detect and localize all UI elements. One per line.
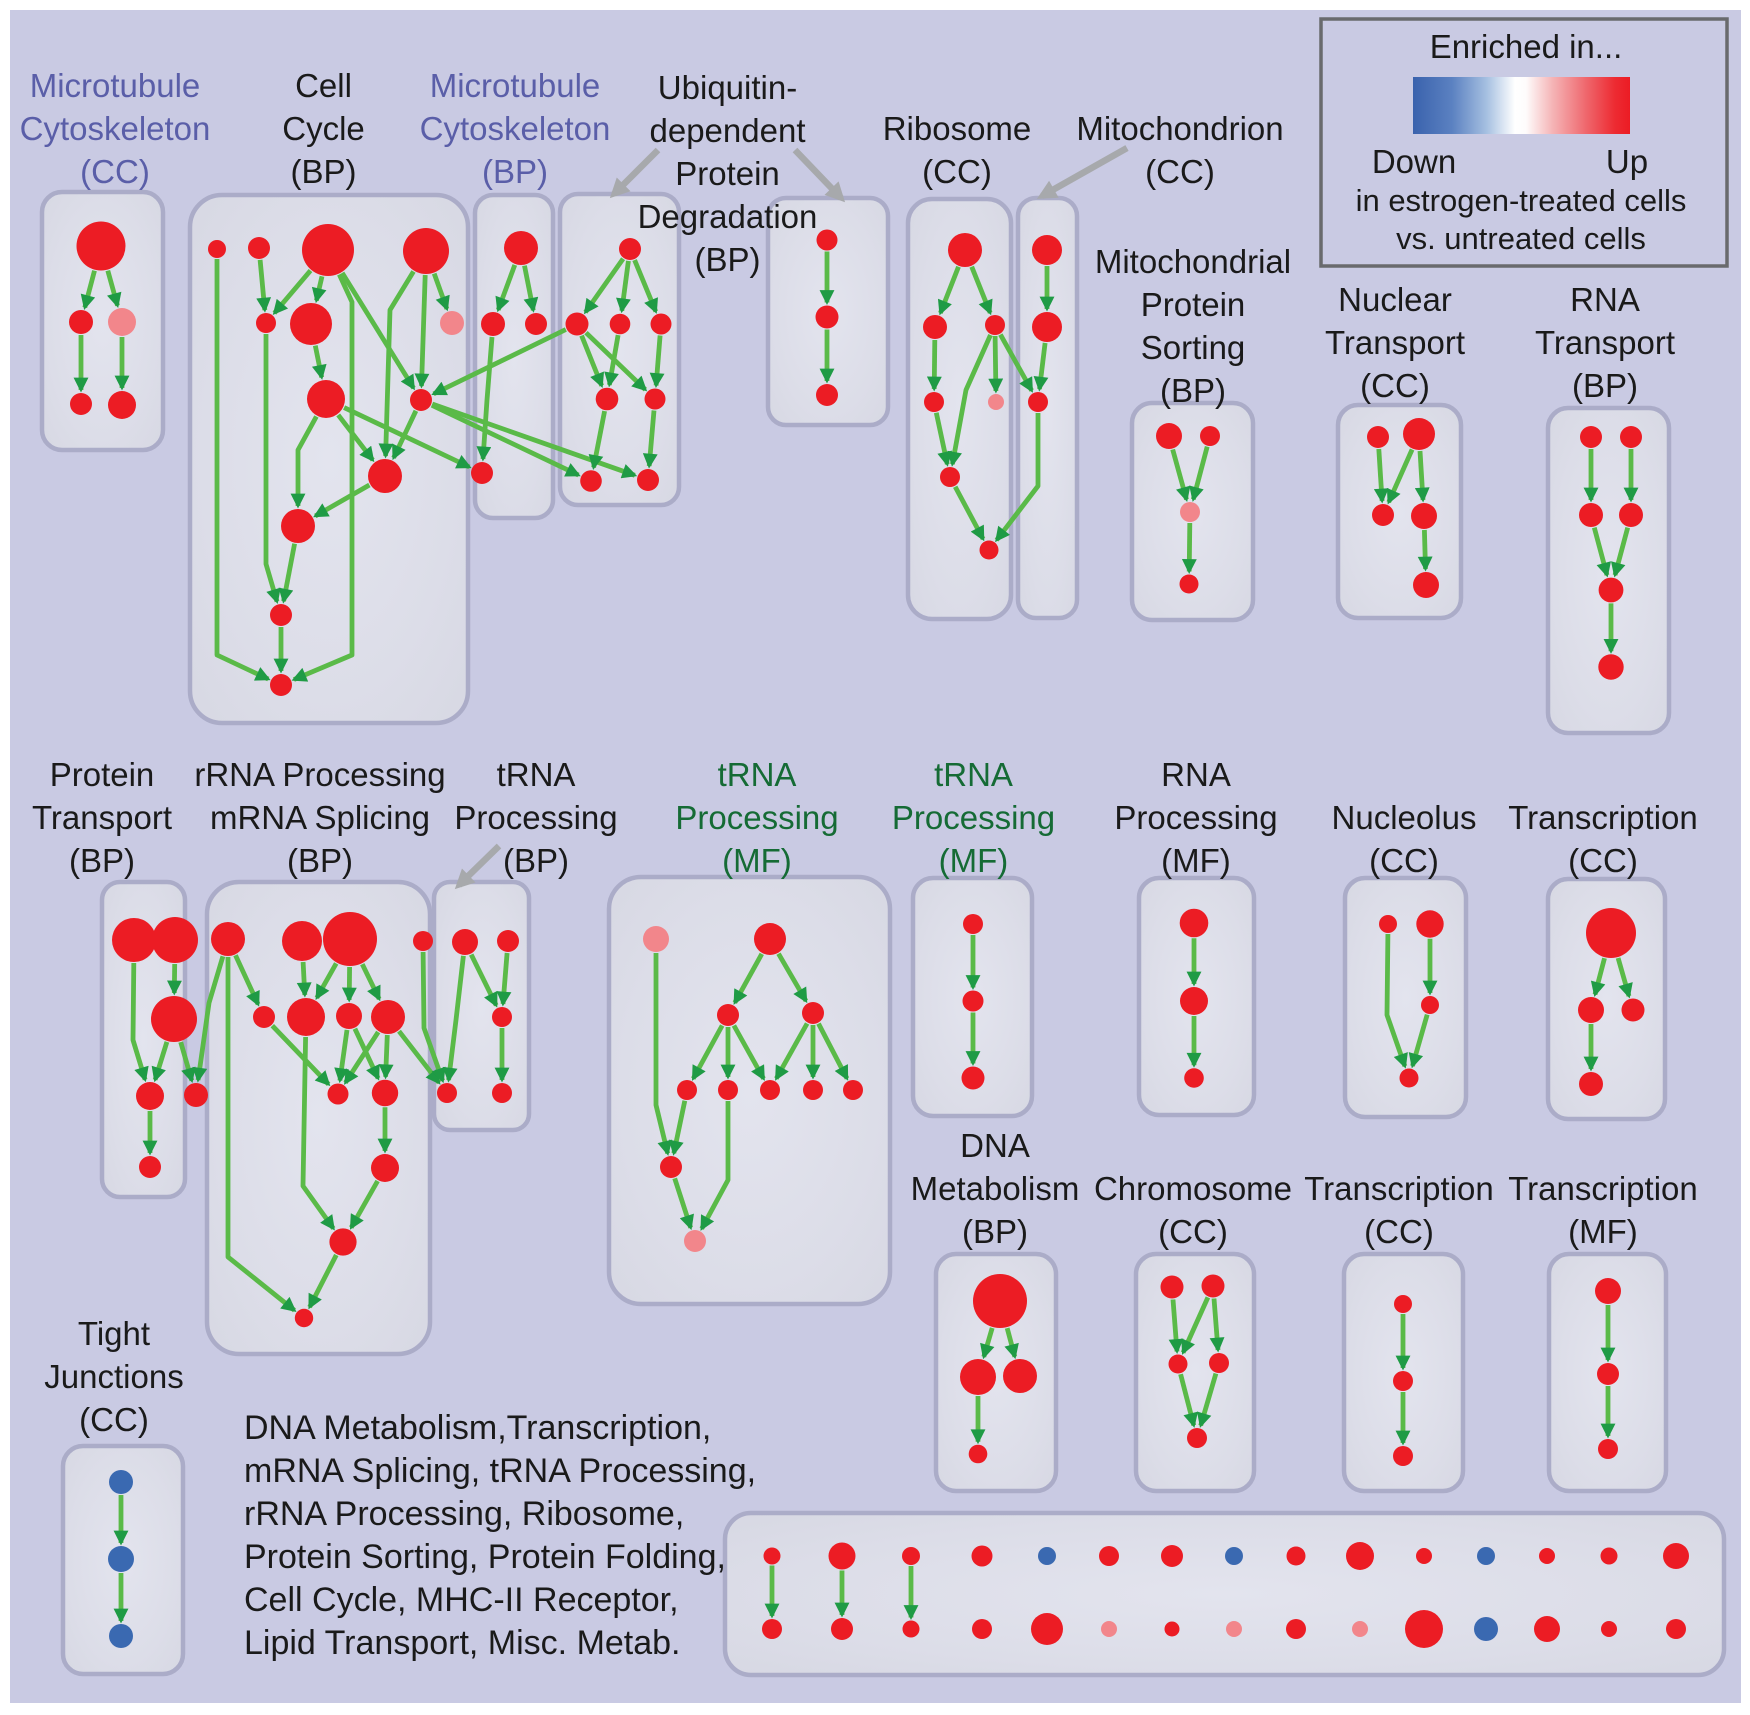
svg-text:Cell: Cell [295,67,352,104]
svg-text:(CC): (CC) [1158,1213,1228,1250]
svg-text:vs. untreated cells: vs. untreated cells [1396,221,1646,256]
svg-text:Chromosome: Chromosome [1094,1170,1292,1207]
svg-text:(BP): (BP) [291,153,357,190]
svg-text:DNA: DNA [960,1127,1030,1164]
svg-text:in estrogen-treated cells: in estrogen-treated cells [1356,183,1687,218]
svg-text:Protein: Protein [50,756,155,793]
svg-text:Nucleolus: Nucleolus [1332,799,1477,836]
svg-text:(CC): (CC) [1568,842,1638,879]
svg-text:Ubiquitin-: Ubiquitin- [658,69,797,106]
svg-text:Nuclear: Nuclear [1338,281,1452,318]
svg-text:(CC): (CC) [80,153,150,190]
svg-text:Tight: Tight [78,1315,150,1352]
svg-text:Metabolism: Metabolism [911,1170,1080,1207]
svg-text:(MF): (MF) [1161,842,1231,879]
svg-text:Transcription: Transcription [1508,799,1698,836]
svg-text:RNA: RNA [1161,756,1231,793]
svg-text:Lipid Transport, Misc. Metab.: Lipid Transport, Misc. Metab. [244,1624,681,1662]
svg-text:(CC): (CC) [79,1401,149,1438]
svg-text:Cell Cycle, MHC-II Receptor,: Cell Cycle, MHC-II Receptor, [244,1581,679,1619]
svg-text:(MF): (MF) [939,842,1009,879]
svg-text:(BP): (BP) [69,842,135,879]
svg-text:(CC): (CC) [1369,842,1439,879]
svg-text:Cytoskeleton: Cytoskeleton [20,110,211,147]
svg-text:Microtubule: Microtubule [30,67,201,104]
svg-text:(BP): (BP) [1572,367,1638,404]
svg-text:tRNA: tRNA [718,756,797,793]
svg-text:(CC): (CC) [1145,153,1215,190]
svg-text:mRNA Splicing: mRNA Splicing [210,799,430,836]
svg-text:Microtubule: Microtubule [430,67,601,104]
svg-text:mRNA Splicing, tRNA Processing: mRNA Splicing, tRNA Processing, [244,1452,756,1490]
svg-text:Processing: Processing [1114,799,1277,836]
svg-text:Transcription: Transcription [1304,1170,1494,1207]
svg-text:Transcription: Transcription [1508,1170,1698,1207]
svg-text:rRNA Processing, Ribosome,: rRNA Processing, Ribosome, [244,1495,684,1533]
svg-text:Mitochondrion: Mitochondrion [1076,110,1283,147]
svg-text:(MF): (MF) [722,842,792,879]
svg-text:rRNA Processing: rRNA Processing [194,756,445,793]
svg-text:tRNA: tRNA [934,756,1013,793]
svg-text:Enriched in...: Enriched in... [1430,28,1623,65]
svg-text:Protein Sorting, Protein Foldi: Protein Sorting, Protein Folding, [244,1538,726,1576]
svg-text:Up: Up [1606,143,1648,180]
svg-text:Transport: Transport [1325,324,1465,361]
svg-text:(CC): (CC) [1360,367,1430,404]
svg-text:RNA: RNA [1570,281,1640,318]
svg-text:(CC): (CC) [1364,1213,1434,1250]
svg-text:Processing: Processing [454,799,617,836]
svg-text:Transport: Transport [1535,324,1675,361]
svg-text:(BP): (BP) [482,153,548,190]
svg-text:Processing: Processing [675,799,838,836]
svg-text:(BP): (BP) [695,241,761,278]
svg-text:Ribosome: Ribosome [883,110,1032,147]
svg-text:(CC): (CC) [922,153,992,190]
svg-text:Processing: Processing [892,799,1055,836]
svg-text:Down: Down [1372,143,1456,180]
svg-text:Degradation: Degradation [638,198,818,235]
svg-text:Sorting: Sorting [1141,329,1246,366]
svg-text:(BP): (BP) [287,842,353,879]
svg-text:(BP): (BP) [503,842,569,879]
svg-text:DNA Metabolism,Transcription,: DNA Metabolism,Transcription, [244,1409,711,1447]
svg-text:Junctions: Junctions [44,1358,183,1395]
svg-text:dependent: dependent [650,112,806,149]
svg-text:Cytoskeleton: Cytoskeleton [420,110,611,147]
svg-text:tRNA: tRNA [497,756,576,793]
svg-text:Protein: Protein [675,155,780,192]
svg-text:(BP): (BP) [962,1213,1028,1250]
svg-text:(MF): (MF) [1568,1213,1638,1250]
svg-text:Protein: Protein [1141,286,1246,323]
svg-text:Mitochondrial: Mitochondrial [1095,243,1291,280]
svg-text:(BP): (BP) [1160,372,1226,409]
svg-text:Transport: Transport [32,799,172,836]
svg-text:Cycle: Cycle [282,110,365,147]
